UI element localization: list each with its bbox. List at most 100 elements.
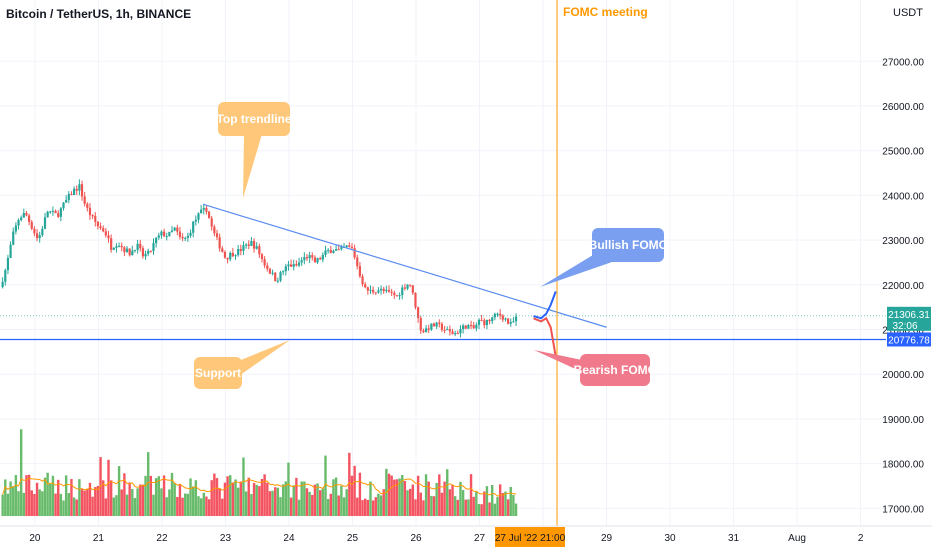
candle-body [324, 250, 327, 255]
volume-bar [27, 474, 31, 516]
volume-bar [210, 480, 213, 516]
volume-bar [340, 485, 343, 516]
volume-bar [377, 493, 380, 516]
candle-body [454, 333, 457, 335]
candle-body [194, 219, 197, 222]
candle-body [496, 313, 499, 315]
volume-bar [472, 496, 475, 516]
price-tick-label: 18000.00 [882, 460, 924, 471]
candle-body [110, 238, 113, 250]
volume-bar [244, 491, 248, 516]
candle-body [237, 249, 240, 256]
volume-bar [514, 503, 518, 516]
current-price-value: 21306.31 [888, 310, 930, 321]
time-tick-label: 22 [156, 533, 168, 544]
volume-bar [197, 496, 200, 516]
time-tick-label: 25 [347, 533, 359, 544]
volume-bar [125, 494, 129, 516]
candle-body [327, 249, 330, 251]
volume-bar [223, 482, 227, 516]
candle-body [361, 276, 364, 285]
candle-body [348, 245, 351, 247]
candle-body [213, 226, 216, 234]
volume-bar [117, 466, 121, 516]
price-candles [1, 179, 518, 338]
candle-body [504, 318, 507, 320]
volume-bar [154, 478, 158, 516]
candle-body [72, 188, 76, 195]
bullish-callout-box [592, 228, 664, 262]
volume-bar [107, 459, 110, 516]
volume-bar [300, 481, 303, 516]
candle-body [88, 207, 92, 216]
time-tick-label: Aug [788, 533, 806, 544]
candle-body [358, 266, 362, 277]
candle-body [260, 254, 264, 260]
candle-body [321, 254, 324, 260]
candle-body [499, 313, 502, 316]
volume-bar [509, 486, 512, 516]
candle-body [395, 295, 399, 297]
top-trendline-callout-text: Top trendline [216, 112, 291, 126]
volume-bar [401, 474, 404, 516]
candle-body [485, 319, 489, 326]
candle-body [128, 248, 131, 256]
candle-body [329, 249, 332, 253]
candle-body [289, 264, 293, 267]
volume-bar [131, 488, 134, 516]
candle-body [345, 245, 348, 247]
volume-bar [25, 475, 28, 516]
volume-bar [438, 474, 441, 516]
candle-body [438, 322, 441, 324]
candle-body [387, 289, 391, 292]
volume-bar [424, 474, 428, 516]
candle-body [417, 307, 420, 319]
volume-bar [173, 483, 176, 516]
volume-bar [263, 474, 266, 516]
candle-body [422, 330, 425, 333]
volume-bar [57, 479, 60, 516]
volume-bar [411, 484, 415, 516]
volume-bar [321, 488, 325, 516]
volume-bar [435, 482, 438, 516]
candle-body [239, 249, 242, 251]
volume-bar [398, 478, 401, 516]
price-axis[interactable]: 27000.00 26000.00 25000.00 24000.00 23000.00… [882, 0, 932, 550]
volume-ma-line [2, 477, 517, 497]
time-tick-label: 24 [283, 533, 295, 544]
volume-bar [9, 481, 12, 516]
candle-body [131, 250, 134, 256]
volume-bar [146, 452, 150, 516]
candle-body [334, 249, 338, 251]
candle-body [215, 233, 219, 238]
volume-bar [6, 493, 10, 516]
candle-body [332, 250, 335, 253]
volume-bar [128, 482, 131, 516]
volume-bar [371, 500, 375, 516]
volume-bar [178, 484, 182, 516]
candle-body [467, 325, 470, 329]
volume-bar [221, 498, 224, 516]
volume-bar [231, 482, 235, 516]
bearish-callout: Bearish FOMC [534, 350, 657, 386]
candle-body [276, 280, 279, 282]
time-axis-bg [0, 526, 932, 550]
volume-bar [387, 473, 391, 516]
candle-body [411, 285, 414, 293]
candle-body [419, 318, 422, 331]
candle-body [292, 264, 295, 267]
volume-bar [475, 490, 478, 516]
time-axis[interactable]: 20 21 22 23 24 25 26 27 29 30 31 Aug 2 27 Jul '22 21:… [0, 525, 932, 550]
volume-bar [451, 484, 454, 516]
candle-body [178, 231, 182, 237]
candle-body [440, 323, 444, 330]
volume-bar [22, 492, 26, 516]
current-price-badge [887, 306, 931, 331]
volume-bar [207, 499, 211, 516]
volume-bar [414, 499, 417, 516]
volume-bar [311, 494, 314, 516]
candle-body [514, 316, 518, 322]
volume-bar [334, 477, 338, 516]
candle-body [435, 322, 438, 327]
